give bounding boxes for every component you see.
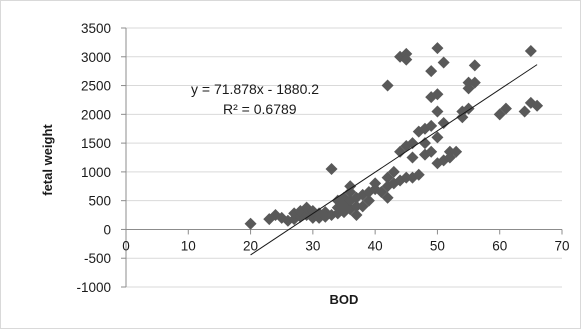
data-point [418, 137, 431, 150]
data-point [437, 56, 450, 69]
data-point [425, 145, 438, 158]
data-point [468, 76, 481, 89]
data-point [412, 125, 425, 138]
data-point [524, 45, 537, 58]
data-point [468, 59, 481, 72]
data-point [518, 105, 531, 118]
data-point [531, 99, 544, 112]
x-tick-label: 70 [554, 238, 569, 253]
data-point [381, 79, 394, 92]
data-point [325, 163, 338, 176]
y-axis-title: fetal weight [40, 124, 55, 196]
x-tick-label: 60 [492, 238, 507, 253]
data-point [425, 119, 438, 132]
data-point [462, 76, 475, 89]
x-tick-label: 0 [122, 238, 130, 253]
y-tick-label: 2500 [81, 79, 111, 94]
data-point [381, 191, 394, 204]
data-point [400, 53, 413, 66]
data-point [369, 177, 382, 190]
data-point [437, 116, 450, 129]
data-point [362, 194, 375, 207]
x-tick-label: 50 [430, 238, 445, 253]
x-tick-labels: 0 10 20 30 40 50 60 70 [122, 238, 569, 253]
r-squared-label: R² = 0.6789 [223, 101, 297, 117]
x-tick-label: 40 [368, 238, 383, 253]
data-point [244, 217, 257, 230]
data-point [406, 137, 419, 150]
y-tick-label: -500 [84, 251, 111, 266]
data-point [431, 131, 444, 144]
y-tick-label: 3500 [81, 21, 111, 36]
gridlines [126, 27, 562, 288]
x-tick-label: 10 [181, 238, 196, 253]
y-tick-label: 3000 [81, 50, 111, 65]
x-tick-label: 30 [305, 238, 320, 253]
x-tick-label: 20 [243, 238, 258, 253]
axes [121, 27, 563, 288]
y-tick-label: 2000 [81, 107, 111, 122]
data-point [344, 180, 357, 193]
data-point [350, 209, 363, 222]
data-point [350, 200, 363, 213]
y-tick-label: 1500 [81, 136, 111, 151]
data-points [244, 42, 544, 230]
data-point [400, 171, 413, 184]
data-point [425, 65, 438, 78]
data-point [499, 102, 512, 115]
x-axis-title: BOD [330, 292, 359, 307]
data-point [387, 165, 400, 178]
trendline [250, 64, 538, 256]
y-tick-label: 1000 [81, 165, 111, 180]
y-tick-label: 500 [88, 194, 111, 209]
y-tick-label: -1000 [76, 280, 111, 295]
trendline-equation: y = 71.878x - 1880.2 [191, 81, 319, 97]
data-point [431, 105, 444, 118]
data-point [431, 88, 444, 101]
y-tick-labels: 3500 3000 2500 2000 1500 1000 500 0 -500 -1000 [76, 21, 111, 295]
data-point [412, 168, 425, 181]
data-point [443, 145, 456, 158]
data-point [406, 151, 419, 164]
data-point [450, 145, 463, 158]
y-tick-label: 0 [103, 222, 111, 237]
data-point [431, 42, 444, 55]
